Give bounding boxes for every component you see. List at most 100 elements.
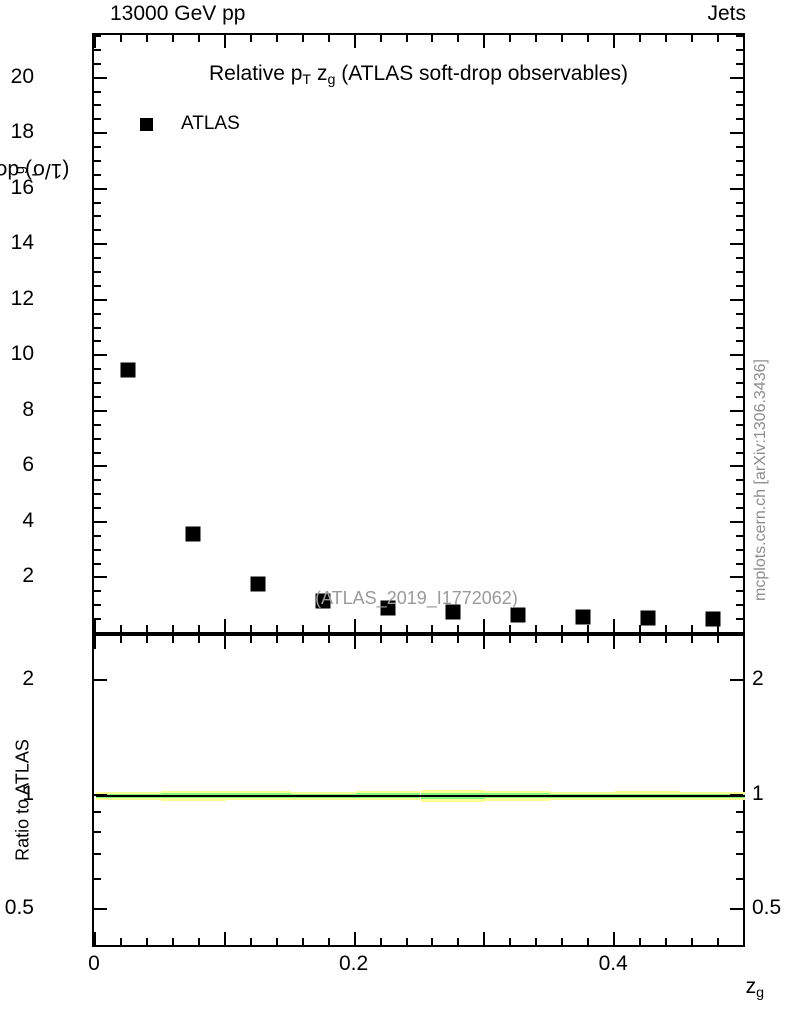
ratio-y-axis-title: Ratio to ATLAS [8, 690, 38, 910]
y-tick-minor-right [736, 229, 743, 232]
ratio-y-tick-major [94, 908, 107, 911]
data-point-marker [315, 593, 331, 609]
ratio-y-tick-minor [94, 878, 101, 881]
y-tick-minor [94, 90, 101, 93]
y-tick-major [94, 520, 107, 523]
ratio-x-tick-minor-top [249, 636, 252, 643]
y-tick-minor-right [736, 146, 743, 149]
y-tick-minor-right [736, 312, 743, 315]
ratio-y-tick-minor-right [736, 945, 743, 947]
plot-title-sub-zg: g [327, 71, 336, 88]
x-tick-minor-top [301, 35, 304, 42]
y-tick-minor-right [736, 548, 743, 551]
ratio-x-tick-minor [717, 938, 720, 945]
ratio-x-tick-minor [457, 938, 460, 945]
y-tick-minor-right [736, 104, 743, 107]
y-tick-minor-right [736, 284, 743, 287]
ratio-y-tick-label: 1 [22, 781, 34, 805]
x-tick-minor-top [639, 35, 642, 42]
x-tick-minor [379, 625, 382, 632]
ratio-x-tick-minor [379, 938, 382, 945]
plot-title-sub-pt: T [302, 71, 312, 88]
y-tick-minor-right [736, 451, 743, 454]
y-tick-minor [94, 479, 101, 482]
y-tick-major-right [730, 187, 743, 190]
y-tick-minor-right [736, 48, 743, 51]
ratio-x-tick-minor-top [145, 636, 148, 643]
ratio-x-tick-minor [197, 938, 200, 945]
y-tick-minor [94, 534, 101, 537]
ratio-y-tick-minor [94, 852, 101, 855]
data-point-marker [250, 576, 266, 592]
ratio-x-tick-minor [301, 938, 304, 945]
y-tick-major [94, 76, 107, 79]
ratio-x-tick-minor [171, 938, 174, 945]
y-tick-minor-right [736, 437, 743, 440]
y-tick-minor [94, 271, 101, 274]
ratio-x-tick-minor-top [535, 636, 538, 643]
y-tick-minor-right [736, 368, 743, 371]
ratio-x-tick-minor [691, 938, 694, 945]
analysis-reference-watermark: (ATLAS_2019_I1772062) [315, 588, 518, 608]
ratio-x-tick-minor-top [457, 636, 460, 643]
ratio-x-tick-minor-top [665, 636, 668, 643]
ratio-y-tick-minor-right [736, 878, 743, 881]
legend[interactable]: ATLAS [140, 113, 240, 135]
ratio-y-tick-major-right [730, 793, 743, 796]
ratio-x-tick-minor [639, 938, 642, 945]
x-tick-minor [405, 625, 408, 632]
ratio-x-tick-minor-top [561, 636, 564, 643]
y-tick-minor [94, 395, 101, 398]
y-tick-major [94, 354, 107, 357]
y-tick-minor [94, 493, 101, 496]
x-tick-minor-top [171, 35, 174, 42]
ratio-x-tick-major-top [613, 636, 616, 649]
y-tick-label: 12 [10, 286, 34, 310]
data-point-marker [705, 611, 721, 627]
ratio-x-tick-minor [665, 938, 668, 945]
y-tick-minor-right [736, 618, 743, 621]
y-tick-major-right [730, 76, 743, 79]
x-axis-title-sub: g [756, 984, 764, 1001]
ratio-x-tick-minor [431, 938, 434, 945]
y-tick-minor [94, 437, 101, 440]
y-tick-minor [94, 62, 101, 65]
ratio-y-tick-minor-right [736, 852, 743, 855]
y-tick-minor [94, 257, 101, 260]
y-tick-major [94, 632, 107, 634]
y-tick-minor-right [736, 395, 743, 398]
y-tick-minor-right [736, 479, 743, 482]
y-tick-minor-right [736, 507, 743, 510]
y-tick-minor [94, 159, 101, 162]
ratio-x-tick-minor-top [275, 636, 278, 643]
x-tick-minor [509, 625, 512, 632]
x-tick-major-top [743, 35, 745, 48]
x-tick-major [483, 619, 486, 632]
y-tick-minor [94, 451, 101, 454]
ratio-x-tick-major [483, 932, 486, 945]
ratio-y-tick-major [94, 793, 107, 796]
x-tick-minor-top [145, 35, 148, 42]
x-tick-minor-top [405, 35, 408, 42]
y-tick-major-right [730, 132, 743, 135]
legend-marker-atlas [140, 117, 153, 131]
x-axis-title: zg [746, 975, 764, 1001]
y-tick-minor-right [736, 62, 743, 65]
y-tick-minor [94, 423, 101, 426]
x-tick-label: 0 [88, 952, 100, 975]
x-tick-label: 0.2 [338, 952, 369, 975]
y-tick-minor [94, 590, 101, 593]
ratio-x-tick-major [223, 932, 226, 945]
y-tick-label: 18 [10, 120, 34, 144]
y-tick-minor-right [736, 382, 743, 385]
y-tick-minor-right [736, 326, 743, 329]
x-tick-minor [275, 625, 278, 632]
y-tick-minor-right [736, 35, 743, 37]
data-point-marker [185, 526, 201, 542]
ratio-x-tick-major [613, 932, 616, 945]
ratio-x-tick-minor-top [197, 636, 200, 643]
x-tick-minor-top [197, 35, 200, 42]
x-tick-minor [145, 625, 148, 632]
ratio-y-tick-label-right: 2 [752, 667, 764, 691]
data-point-marker [575, 609, 591, 625]
